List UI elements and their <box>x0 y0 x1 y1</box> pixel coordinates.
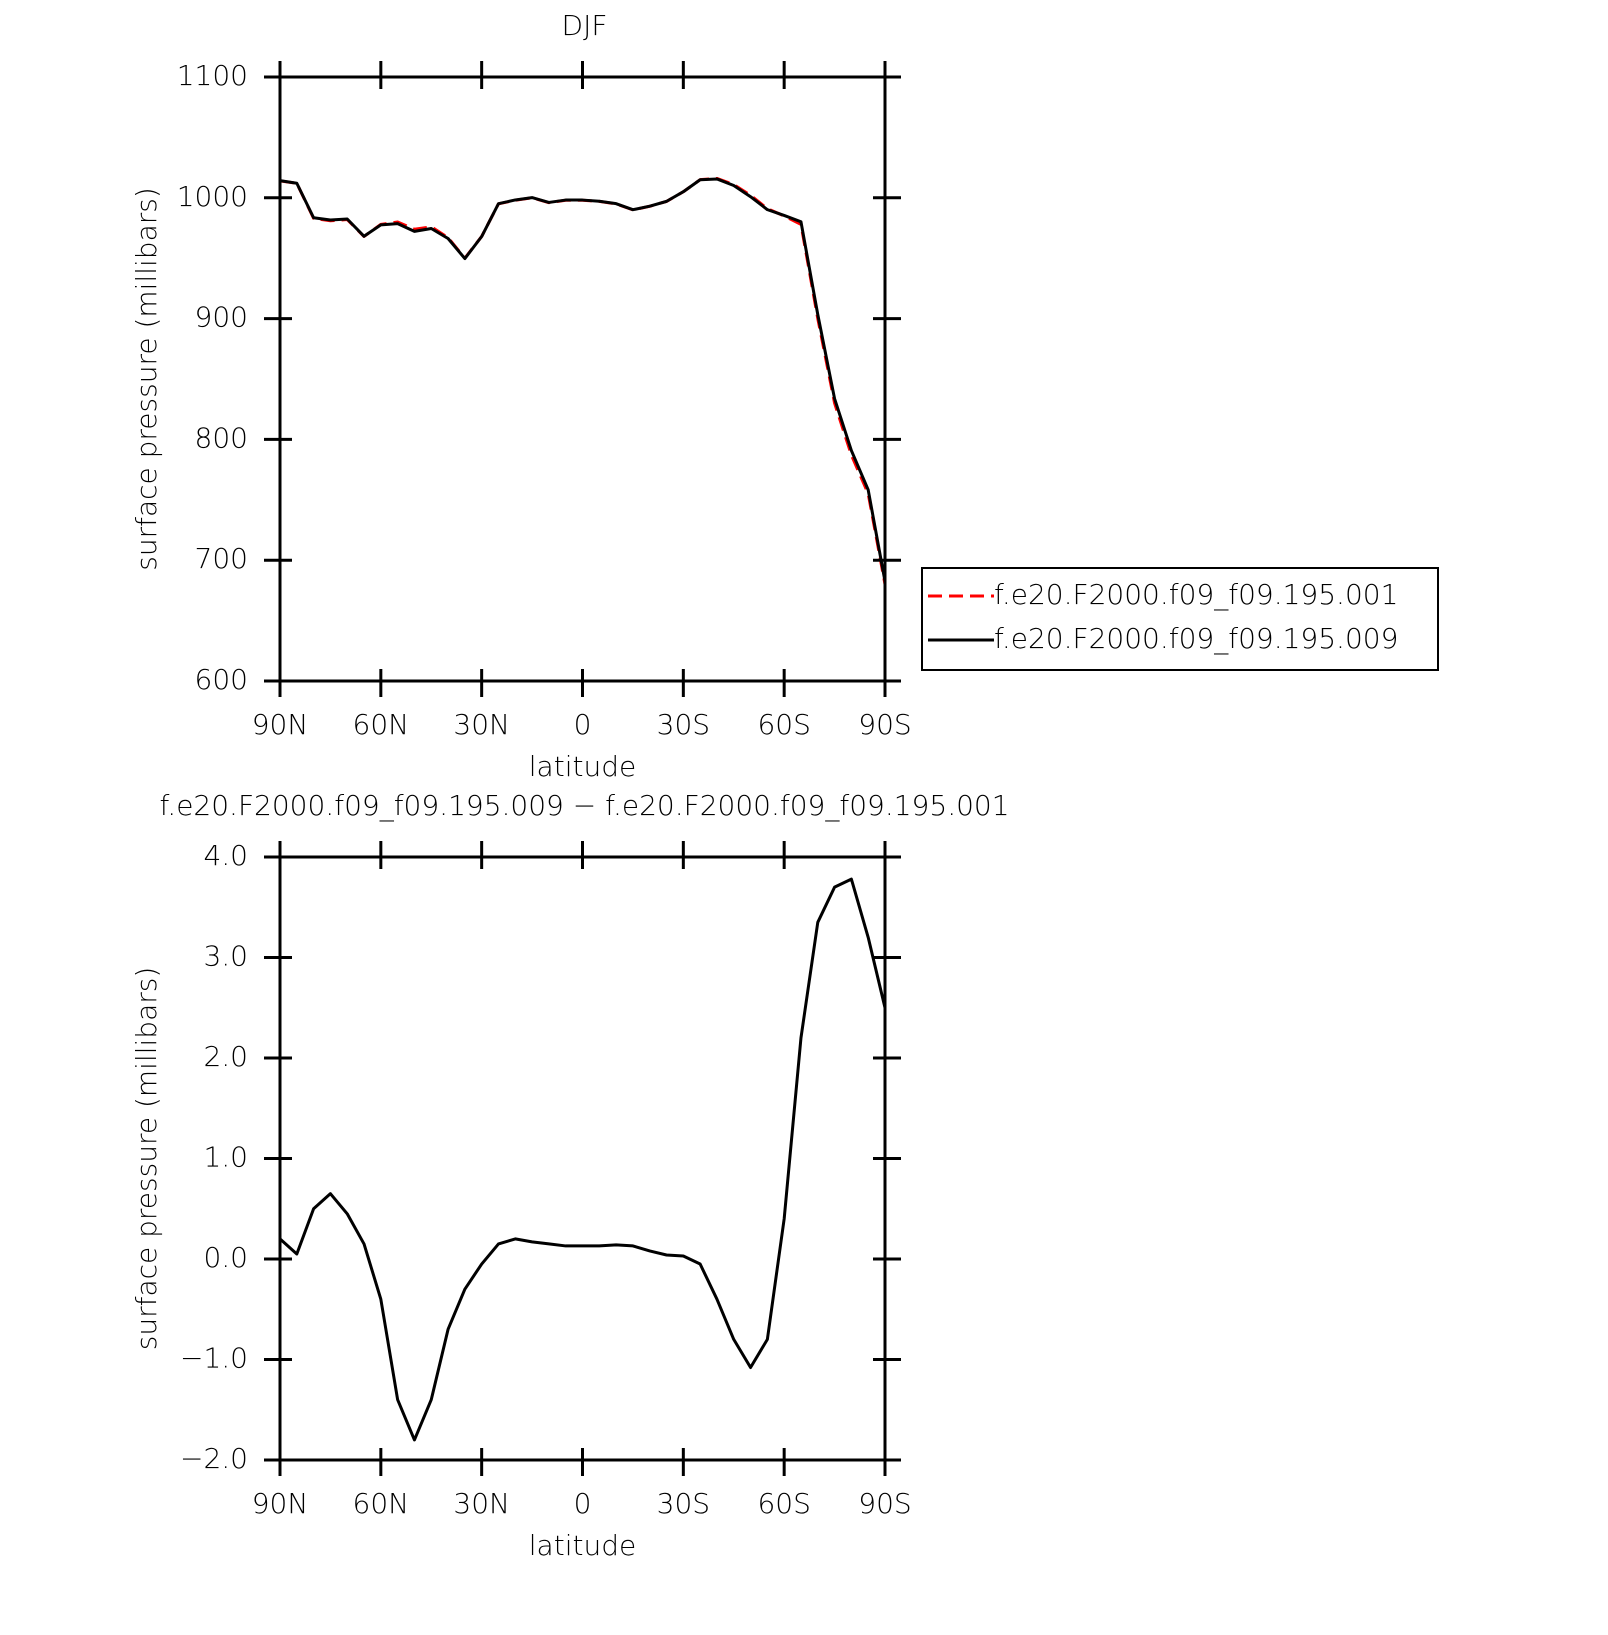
x-tick-label: 30S <box>657 1487 710 1520</box>
data-line <box>279 176 887 585</box>
x-tick-label: 60N <box>353 1487 410 1520</box>
y-tick-label: 0.0 <box>203 1241 248 1274</box>
y-axis-label: surface pressure (millibars) <box>130 967 163 1351</box>
chart-title: f.e20.F2000.f09_f09.195.009 − f.e20.F200… <box>159 789 1009 823</box>
x-tick-label: 90S <box>858 1487 911 1520</box>
y-tick-label: 800 <box>195 421 248 454</box>
data-line <box>279 177 887 582</box>
x-tick-label: 90N <box>252 1487 309 1520</box>
x-tick-label: 60S <box>757 1487 810 1520</box>
y-tick-label: 600 <box>195 663 248 696</box>
data-line <box>278 877 887 1442</box>
x-tick-label: 0 <box>574 708 592 741</box>
legend-label: f.e20.F2000.f09_f09.195.009 <box>994 622 1398 656</box>
x-axis-label: latitude <box>529 750 636 783</box>
y-tick-label: 700 <box>195 542 248 575</box>
x-tick-label: 0 <box>574 1487 592 1520</box>
legend-box <box>921 567 1439 671</box>
y-tick-label: 1000 <box>177 180 248 213</box>
x-tick-label: 30N <box>453 708 510 741</box>
y-tick-label: 4.0 <box>203 839 248 872</box>
x-axis-label: latitude <box>529 1529 636 1562</box>
x-tick-label: 30N <box>453 1487 510 1520</box>
x-tick-label: 90S <box>858 708 911 741</box>
y-tick-label: 1100 <box>177 59 248 92</box>
chart-title: DJF <box>562 9 608 42</box>
x-tick-label: 60S <box>757 708 810 741</box>
legend-label: f.e20.F2000.f09_f09.195.001 <box>994 578 1398 612</box>
y-tick-label: −1.0 <box>180 1342 248 1375</box>
x-tick-label: 60N <box>353 708 410 741</box>
y-axis-label: surface pressure (millibars) <box>130 187 163 571</box>
x-tick-label: 90N <box>252 708 309 741</box>
y-tick-label: 1.0 <box>203 1141 248 1174</box>
plot-frame <box>278 855 887 1462</box>
y-tick-label: 3.0 <box>203 940 248 973</box>
x-tick-label: 30S <box>657 708 710 741</box>
y-tick-label: −2.0 <box>180 1442 248 1475</box>
y-tick-label: 900 <box>195 301 248 334</box>
plot-frame <box>278 75 887 683</box>
y-tick-label: 2.0 <box>203 1040 248 1073</box>
